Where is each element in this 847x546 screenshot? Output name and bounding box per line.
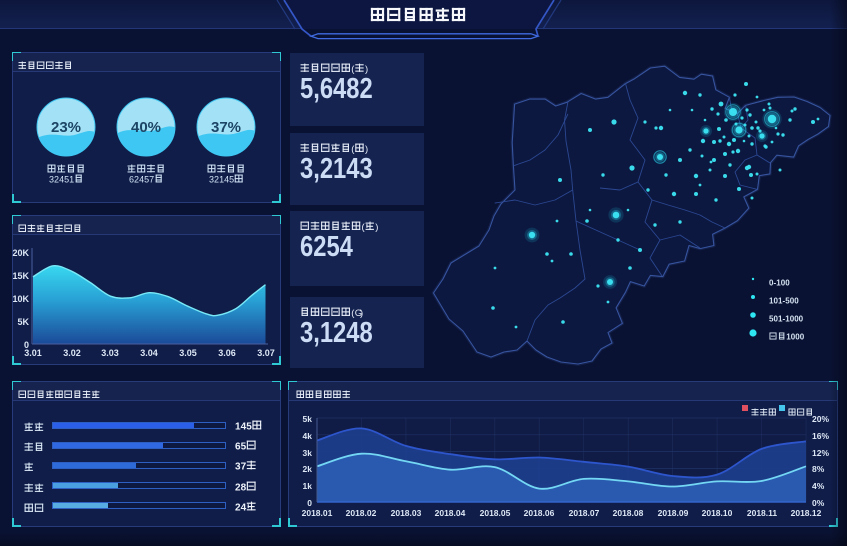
svg-text:0: 0 [794,296,799,305]
svg-text:0: 0 [785,278,790,287]
svg-text:0: 0 [800,332,805,341]
svg-text:0: 0 [799,314,804,323]
